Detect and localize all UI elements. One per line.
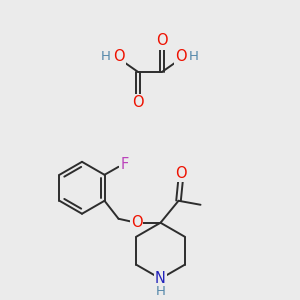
Text: N: N [155,271,166,286]
Text: O: O [175,50,187,64]
Text: F: F [120,157,129,172]
Text: O: O [131,215,142,230]
Text: O: O [113,50,125,64]
Text: H: H [189,50,199,63]
Text: H: H [101,50,111,63]
Text: H: H [156,285,166,298]
Text: O: O [132,95,144,110]
Text: O: O [175,166,186,181]
Text: O: O [156,34,168,49]
